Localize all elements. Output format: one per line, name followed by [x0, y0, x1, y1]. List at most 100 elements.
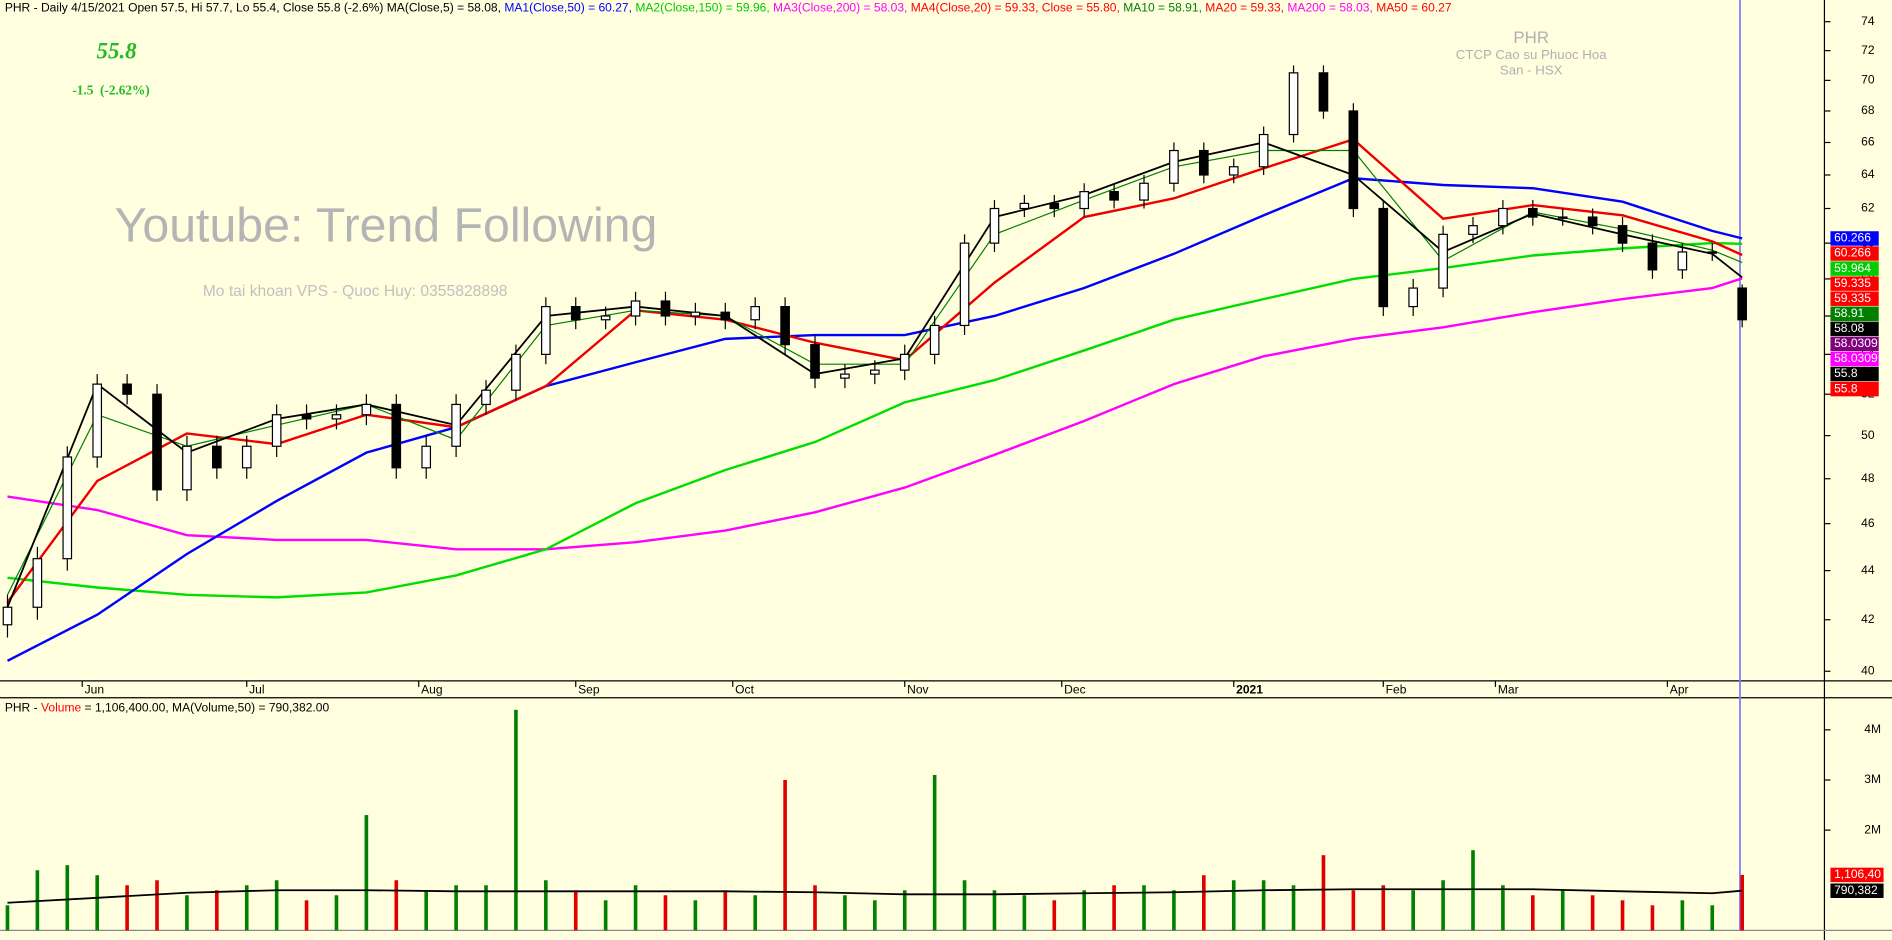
candle-body [899, 353, 910, 371]
header-segment: MA200 = 58.03, [1287, 1, 1376, 15]
candle-body [122, 383, 132, 395]
candle-body [570, 305, 581, 321]
price-label: 55.8 [1834, 381, 1858, 395]
volume-bar [1471, 850, 1475, 931]
volume-bar [1142, 885, 1146, 931]
candle-body [959, 242, 970, 327]
candle-body [541, 305, 551, 355]
y-tick-label: 74 [1861, 14, 1875, 28]
price-label-box [1830, 306, 1879, 322]
header-segment: MA3(Close,200) = 58.03, [773, 1, 911, 15]
candle-body [212, 445, 222, 469]
volume-bar [992, 890, 997, 931]
price-label-box [1830, 276, 1879, 291]
header-segment: MA50 = 60.27 [1376, 1, 1452, 15]
x-tick-label: 2021 [1236, 683, 1263, 697]
volume-bar [125, 885, 129, 931]
volume-bar [1172, 890, 1176, 931]
candle-body [720, 311, 731, 321]
y-tick-label: 64 [1861, 167, 1875, 181]
volume-bar [1650, 905, 1655, 931]
moving-average [6, 177, 1743, 662]
volume-bar [454, 885, 458, 931]
price-label: 58.0309 [1834, 336, 1878, 350]
price-label: 58.08 [1834, 321, 1864, 335]
price-label-box [1830, 291, 1879, 306]
volume-bar [1202, 875, 1206, 931]
candle-body [630, 300, 641, 317]
volume-bar [902, 890, 907, 931]
x-tick-label: Feb [1386, 683, 1407, 697]
price-label: 58.91 [1834, 306, 1864, 320]
candle-body [1139, 182, 1149, 201]
header-segment: MA20 = 59.33, [1205, 1, 1287, 15]
price-label: 59.335 [1834, 276, 1871, 290]
volume-ma [7, 888, 1743, 904]
volume-bar [1411, 890, 1415, 931]
price-label-box [1830, 351, 1879, 367]
volume-bar [1441, 880, 1445, 931]
volume-bar [633, 885, 638, 931]
volume-bar [1231, 880, 1236, 931]
volume-bar [215, 890, 219, 931]
volume-bar [1351, 890, 1356, 931]
y-tick-label: 46 [1861, 516, 1875, 530]
y-tick-label: 70 [1861, 73, 1875, 87]
header-segment: PHR - Daily 4/15/2021 Open 57.5, Hi 57.7… [5, 1, 505, 15]
candle-body [1587, 216, 1598, 227]
price-label: 59.964 [1834, 261, 1871, 275]
volume-bar [1531, 895, 1535, 931]
candle-body [1647, 242, 1658, 271]
header-segment: Close = 55.80, [1042, 1, 1123, 15]
candle-body [690, 311, 701, 317]
company: CTCP Cao su Phuoc Hoa [1456, 47, 1607, 62]
price-change: -1.5 (-2.62%) [72, 83, 149, 98]
candle-body [361, 403, 372, 416]
header-segment: MA10 = 58.91, [1123, 1, 1205, 15]
candle-body [182, 445, 192, 491]
price-label-box [1830, 246, 1879, 261]
candle-body [1737, 287, 1748, 321]
y-tick-label: 62 [1861, 201, 1875, 215]
price-label-box [1830, 381, 1879, 397]
volume-label: 790,382 [1834, 883, 1878, 897]
price-label: 55.8 [1834, 366, 1858, 380]
last-price: 55.8 [97, 38, 138, 63]
x-tick-label: Oct [735, 683, 754, 697]
candle-body [750, 305, 761, 321]
candle-body [1348, 110, 1359, 210]
header-segment: = 1,106,400.00, MA(Volume,50) = 790,382.… [81, 701, 329, 715]
candle-body [1378, 207, 1389, 308]
volume-bar [783, 779, 787, 931]
y-tick-label: 48 [1861, 471, 1875, 485]
candle-body [1288, 72, 1299, 136]
candle-body [1677, 251, 1688, 271]
volume-bar [962, 880, 967, 931]
y-tick-label: 3M [1864, 772, 1881, 786]
candle-body [391, 403, 402, 469]
candle-body [1408, 287, 1419, 308]
volume-bar [813, 885, 817, 931]
price-label-box [1830, 336, 1879, 352]
candle-body [1198, 149, 1209, 176]
volume-bar [1112, 885, 1116, 931]
volume-bar [603, 900, 608, 931]
exchange: San - HSX [1500, 63, 1563, 78]
x-tick-label: Apr [1670, 683, 1689, 697]
volume-bar [693, 900, 698, 931]
volume-bar [1680, 900, 1685, 931]
x-tick-label: Jun [85, 683, 104, 697]
x-tick-label: Nov [907, 683, 928, 697]
volume-bar [1022, 895, 1027, 931]
price-label: 58.0309 [1834, 351, 1878, 365]
chart-header: PHR - Volume = 1,106,400.00, MA(Volume,5… [5, 701, 330, 715]
volume-bar [753, 895, 758, 931]
volume-bar [484, 885, 488, 931]
candle-body [1079, 191, 1090, 210]
volume-bar [95, 875, 100, 931]
price-label-box [1830, 231, 1879, 246]
candle-body [1258, 133, 1269, 168]
header-segment: MA1(Close,50) = 60.27, [504, 1, 635, 15]
volume-bar [1261, 880, 1266, 931]
